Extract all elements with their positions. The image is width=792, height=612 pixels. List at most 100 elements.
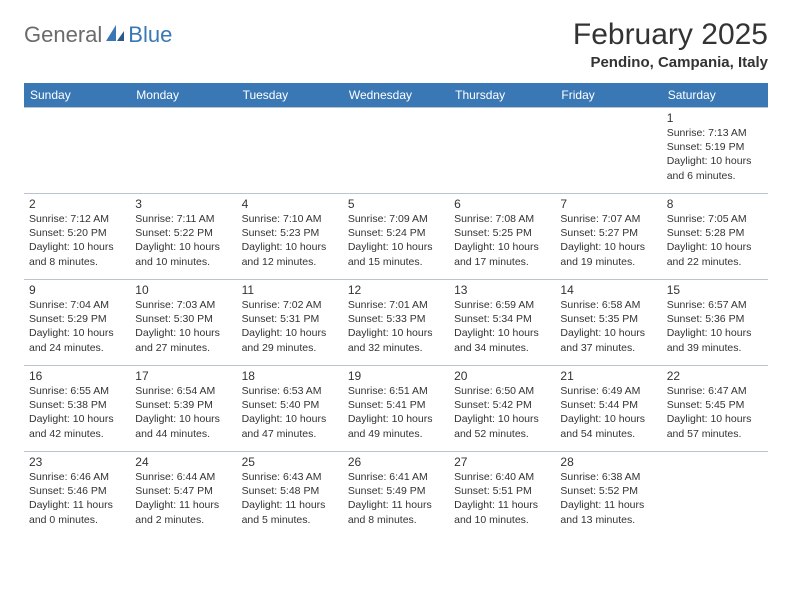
day-number: 19 (348, 369, 444, 383)
calendar-day-cell: 5Sunrise: 7:09 AMSunset: 5:24 PMDaylight… (343, 194, 449, 280)
calendar-day-cell: 15Sunrise: 6:57 AMSunset: 5:36 PMDayligh… (662, 280, 768, 366)
day-info: Sunrise: 6:55 AMSunset: 5:38 PMDaylight:… (29, 384, 125, 441)
day-info: Sunrise: 6:51 AMSunset: 5:41 PMDaylight:… (348, 384, 444, 441)
calendar-week-row: 2Sunrise: 7:12 AMSunset: 5:20 PMDaylight… (24, 194, 768, 280)
weekday-header: Tuesday (237, 83, 343, 108)
day-info: Sunrise: 6:38 AMSunset: 5:52 PMDaylight:… (560, 470, 656, 527)
weekday-header: Thursday (449, 83, 555, 108)
day-number: 24 (135, 455, 231, 469)
day-number: 14 (560, 283, 656, 297)
day-number: 10 (135, 283, 231, 297)
day-info: Sunrise: 6:49 AMSunset: 5:44 PMDaylight:… (560, 384, 656, 441)
calendar-day-cell: 19Sunrise: 6:51 AMSunset: 5:41 PMDayligh… (343, 366, 449, 452)
calendar-day-cell: 24Sunrise: 6:44 AMSunset: 5:47 PMDayligh… (130, 452, 236, 538)
day-info: Sunrise: 7:02 AMSunset: 5:31 PMDaylight:… (242, 298, 338, 355)
day-number: 6 (454, 197, 550, 211)
day-info: Sunrise: 6:50 AMSunset: 5:42 PMDaylight:… (454, 384, 550, 441)
calendar-day-cell: 6Sunrise: 7:08 AMSunset: 5:25 PMDaylight… (449, 194, 555, 280)
day-info: Sunrise: 6:54 AMSunset: 5:39 PMDaylight:… (135, 384, 231, 441)
calendar-day-cell: 9Sunrise: 7:04 AMSunset: 5:29 PMDaylight… (24, 280, 130, 366)
weekday-header: Wednesday (343, 83, 449, 108)
day-number: 25 (242, 455, 338, 469)
day-number: 5 (348, 197, 444, 211)
calendar-week-row: 9Sunrise: 7:04 AMSunset: 5:29 PMDaylight… (24, 280, 768, 366)
weekday-header: Sunday (24, 83, 130, 108)
weekday-header: Friday (555, 83, 661, 108)
calendar-day-cell (662, 452, 768, 538)
calendar-day-cell: 16Sunrise: 6:55 AMSunset: 5:38 PMDayligh… (24, 366, 130, 452)
day-number: 22 (667, 369, 763, 383)
calendar-day-cell: 2Sunrise: 7:12 AMSunset: 5:20 PMDaylight… (24, 194, 130, 280)
calendar-day-cell (24, 108, 130, 194)
day-info: Sunrise: 7:09 AMSunset: 5:24 PMDaylight:… (348, 212, 444, 269)
calendar-table: Sunday Monday Tuesday Wednesday Thursday… (24, 83, 768, 538)
calendar-day-cell: 13Sunrise: 6:59 AMSunset: 5:34 PMDayligh… (449, 280, 555, 366)
day-info: Sunrise: 7:10 AMSunset: 5:23 PMDaylight:… (242, 212, 338, 269)
calendar-day-cell: 8Sunrise: 7:05 AMSunset: 5:28 PMDaylight… (662, 194, 768, 280)
calendar-day-cell: 7Sunrise: 7:07 AMSunset: 5:27 PMDaylight… (555, 194, 661, 280)
day-info: Sunrise: 7:08 AMSunset: 5:25 PMDaylight:… (454, 212, 550, 269)
calendar-day-cell: 1Sunrise: 7:13 AMSunset: 5:19 PMDaylight… (662, 108, 768, 194)
day-number: 3 (135, 197, 231, 211)
calendar-day-cell: 26Sunrise: 6:41 AMSunset: 5:49 PMDayligh… (343, 452, 449, 538)
calendar-day-cell (343, 108, 449, 194)
weekday-header: Saturday (662, 83, 768, 108)
day-info: Sunrise: 7:05 AMSunset: 5:28 PMDaylight:… (667, 212, 763, 269)
calendar-day-cell (449, 108, 555, 194)
calendar-week-row: 23Sunrise: 6:46 AMSunset: 5:46 PMDayligh… (24, 452, 768, 538)
month-title: February 2025 (573, 18, 768, 52)
calendar-day-cell: 11Sunrise: 7:02 AMSunset: 5:31 PMDayligh… (237, 280, 343, 366)
day-info: Sunrise: 6:57 AMSunset: 5:36 PMDaylight:… (667, 298, 763, 355)
calendar-body: 1Sunrise: 7:13 AMSunset: 5:19 PMDaylight… (24, 108, 768, 538)
day-info: Sunrise: 6:40 AMSunset: 5:51 PMDaylight:… (454, 470, 550, 527)
calendar-day-cell: 27Sunrise: 6:40 AMSunset: 5:51 PMDayligh… (449, 452, 555, 538)
calendar-day-cell: 25Sunrise: 6:43 AMSunset: 5:48 PMDayligh… (237, 452, 343, 538)
day-number: 15 (667, 283, 763, 297)
calendar-day-cell: 21Sunrise: 6:49 AMSunset: 5:44 PMDayligh… (555, 366, 661, 452)
calendar-day-cell: 20Sunrise: 6:50 AMSunset: 5:42 PMDayligh… (449, 366, 555, 452)
day-number: 16 (29, 369, 125, 383)
logo-sail-icon (104, 23, 126, 48)
day-number: 23 (29, 455, 125, 469)
day-number: 4 (242, 197, 338, 211)
day-info: Sunrise: 7:11 AMSunset: 5:22 PMDaylight:… (135, 212, 231, 269)
day-info: Sunrise: 7:03 AMSunset: 5:30 PMDaylight:… (135, 298, 231, 355)
calendar-day-cell: 3Sunrise: 7:11 AMSunset: 5:22 PMDaylight… (130, 194, 236, 280)
day-number: 2 (29, 197, 125, 211)
calendar-day-cell (237, 108, 343, 194)
weekday-header: Monday (130, 83, 236, 108)
day-info: Sunrise: 7:13 AMSunset: 5:19 PMDaylight:… (667, 126, 763, 183)
day-info: Sunrise: 6:58 AMSunset: 5:35 PMDaylight:… (560, 298, 656, 355)
day-info: Sunrise: 6:44 AMSunset: 5:47 PMDaylight:… (135, 470, 231, 527)
day-number: 17 (135, 369, 231, 383)
day-info: Sunrise: 7:04 AMSunset: 5:29 PMDaylight:… (29, 298, 125, 355)
day-number: 12 (348, 283, 444, 297)
day-number: 26 (348, 455, 444, 469)
day-number: 7 (560, 197, 656, 211)
calendar-day-cell: 4Sunrise: 7:10 AMSunset: 5:23 PMDaylight… (237, 194, 343, 280)
day-number: 28 (560, 455, 656, 469)
calendar-day-cell (555, 108, 661, 194)
calendar-day-cell: 23Sunrise: 6:46 AMSunset: 5:46 PMDayligh… (24, 452, 130, 538)
day-info: Sunrise: 7:12 AMSunset: 5:20 PMDaylight:… (29, 212, 125, 269)
day-info: Sunrise: 6:53 AMSunset: 5:40 PMDaylight:… (242, 384, 338, 441)
day-number: 8 (667, 197, 763, 211)
logo-text-general: General (24, 22, 102, 48)
day-number: 18 (242, 369, 338, 383)
logo: General Blue (24, 22, 172, 48)
day-info: Sunrise: 6:41 AMSunset: 5:49 PMDaylight:… (348, 470, 444, 527)
day-info: Sunrise: 6:46 AMSunset: 5:46 PMDaylight:… (29, 470, 125, 527)
calendar-day-cell: 10Sunrise: 7:03 AMSunset: 5:30 PMDayligh… (130, 280, 236, 366)
day-number: 13 (454, 283, 550, 297)
calendar-day-cell: 14Sunrise: 6:58 AMSunset: 5:35 PMDayligh… (555, 280, 661, 366)
calendar-day-cell: 17Sunrise: 6:54 AMSunset: 5:39 PMDayligh… (130, 366, 236, 452)
calendar-header-row: Sunday Monday Tuesday Wednesday Thursday… (24, 83, 768, 108)
calendar-week-row: 1Sunrise: 7:13 AMSunset: 5:19 PMDaylight… (24, 108, 768, 194)
calendar-day-cell: 22Sunrise: 6:47 AMSunset: 5:45 PMDayligh… (662, 366, 768, 452)
location-label: Pendino, Campania, Italy (573, 54, 768, 71)
day-info: Sunrise: 7:01 AMSunset: 5:33 PMDaylight:… (348, 298, 444, 355)
day-info: Sunrise: 6:43 AMSunset: 5:48 PMDaylight:… (242, 470, 338, 527)
page-header: General Blue February 2025 Pendino, Camp… (24, 18, 768, 71)
calendar-page: General Blue February 2025 Pendino, Camp… (0, 0, 792, 556)
calendar-day-cell: 28Sunrise: 6:38 AMSunset: 5:52 PMDayligh… (555, 452, 661, 538)
